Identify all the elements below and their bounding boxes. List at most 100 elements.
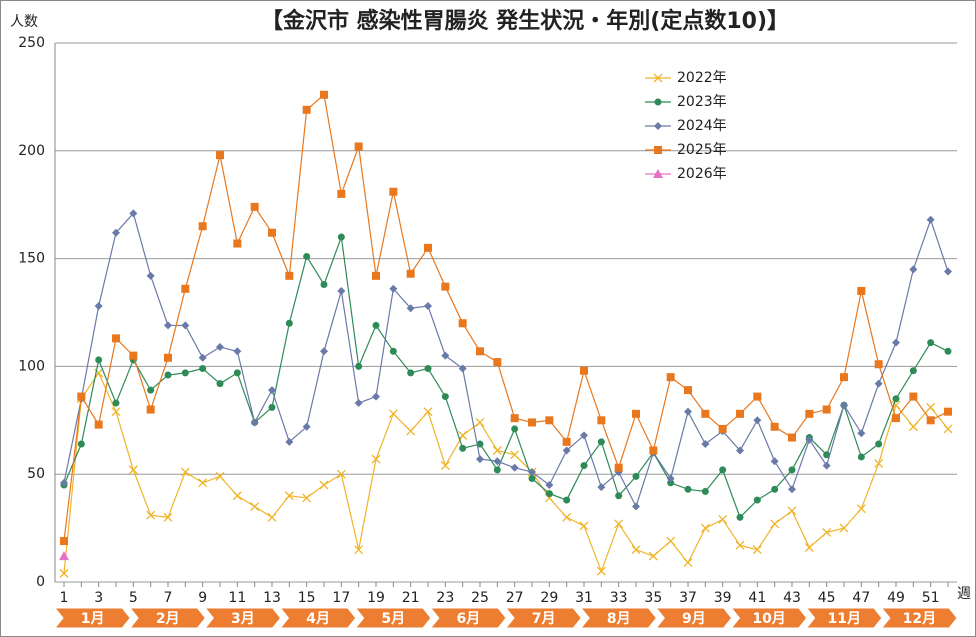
point <box>701 409 710 418</box>
point <box>667 479 675 487</box>
point <box>233 369 241 377</box>
point <box>320 90 328 99</box>
month-band <box>129 607 206 629</box>
point <box>354 142 363 151</box>
x-tick-label: 17 <box>332 590 350 606</box>
x-tick-label: 35 <box>644 590 662 606</box>
point <box>95 356 103 364</box>
point <box>632 409 640 418</box>
point <box>805 435 814 444</box>
month-label: 9月 <box>682 611 706 627</box>
point <box>424 365 432 373</box>
point <box>840 401 848 410</box>
series-line <box>63 93 949 542</box>
point <box>128 465 138 475</box>
x-tick-label: 29 <box>540 590 558 606</box>
point <box>770 519 780 529</box>
point <box>654 98 662 106</box>
point <box>389 284 398 293</box>
month-band <box>354 607 432 629</box>
point <box>909 392 918 401</box>
point <box>441 393 449 401</box>
x-tick-label: 23 <box>436 590 454 606</box>
point <box>492 446 502 455</box>
point <box>163 512 173 522</box>
point <box>199 365 207 373</box>
point <box>822 405 831 414</box>
point <box>943 424 953 434</box>
month-band <box>53 607 131 629</box>
point <box>510 463 519 472</box>
point <box>528 475 536 483</box>
month-label: 1月 <box>81 611 105 627</box>
point <box>181 369 189 377</box>
x-tick-label: 5 <box>129 590 138 606</box>
point <box>822 527 832 537</box>
point <box>528 418 536 427</box>
point <box>303 252 311 260</box>
point <box>822 461 831 470</box>
point <box>701 487 709 495</box>
point <box>684 485 692 493</box>
point <box>944 347 952 355</box>
legend-label: 2025年 <box>677 142 727 158</box>
x-tick-label: 41 <box>748 590 766 606</box>
point <box>718 515 728 524</box>
x-tick-label: 3 <box>94 590 103 606</box>
point <box>528 468 536 477</box>
point <box>216 380 224 388</box>
point <box>493 457 502 466</box>
point <box>596 566 606 576</box>
point <box>302 105 311 114</box>
point <box>944 407 952 416</box>
point <box>129 351 138 360</box>
point <box>701 440 710 449</box>
x-tick-label: 45 <box>818 590 836 606</box>
point <box>614 519 624 529</box>
point <box>562 437 571 446</box>
point <box>77 392 86 401</box>
point <box>511 425 519 433</box>
point <box>653 169 663 178</box>
point <box>181 284 190 293</box>
point <box>215 471 225 481</box>
point <box>320 347 328 356</box>
x-tick-label: 43 <box>783 590 801 606</box>
point <box>874 458 884 468</box>
y-tick-label: 150 <box>18 251 45 267</box>
point <box>233 239 242 248</box>
month-band <box>429 607 507 629</box>
point <box>753 416 762 425</box>
point <box>597 416 606 425</box>
point <box>164 371 172 379</box>
point <box>615 492 623 500</box>
point <box>476 347 484 356</box>
point <box>580 462 588 470</box>
point <box>856 504 866 514</box>
legend-label: 2026年 <box>677 166 727 182</box>
month-label: 5月 <box>381 611 405 627</box>
point <box>579 521 589 531</box>
point <box>233 347 242 356</box>
point <box>164 321 172 330</box>
point <box>216 151 224 160</box>
point <box>908 422 918 432</box>
x-axis-label: 週 <box>957 586 971 602</box>
point <box>700 523 710 533</box>
point <box>285 437 294 446</box>
month-band <box>655 607 733 629</box>
point <box>164 353 172 362</box>
x-tick-label: 33 <box>610 590 628 606</box>
month-label: 6月 <box>457 611 481 627</box>
point <box>684 407 692 416</box>
point <box>302 422 311 431</box>
point <box>545 480 554 489</box>
point <box>892 395 900 403</box>
point <box>563 496 571 504</box>
y-tick-label: 250 <box>18 35 45 51</box>
month-label: 7月 <box>532 611 556 627</box>
point <box>284 491 294 501</box>
point <box>510 414 519 423</box>
point <box>459 444 467 452</box>
